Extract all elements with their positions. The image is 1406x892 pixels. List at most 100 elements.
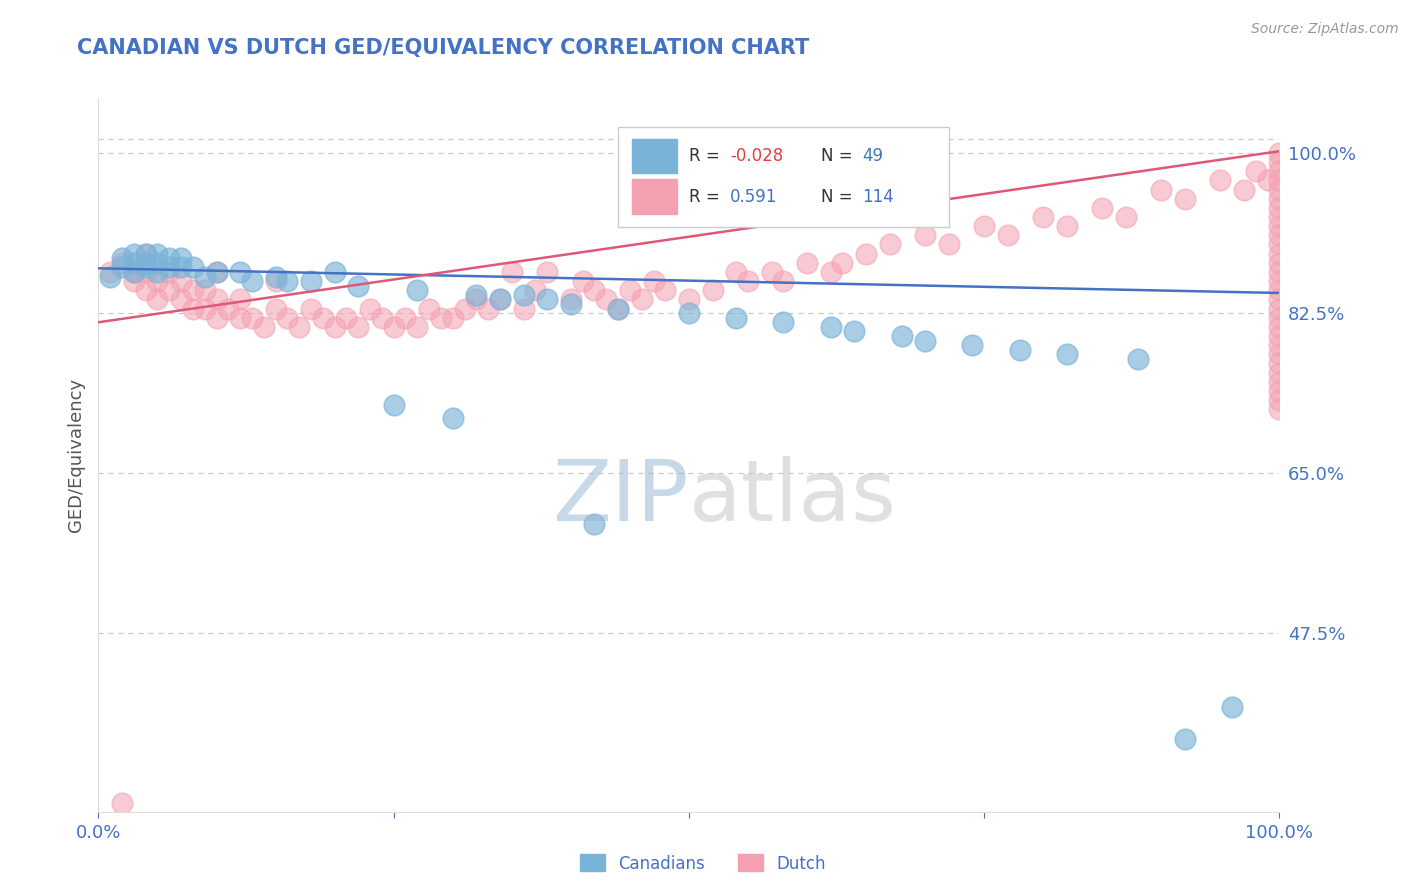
Text: ZIP: ZIP (553, 456, 689, 540)
Point (111, 256, 134, 270)
Point (1268, 319, 1291, 334)
Text: N =: N = (821, 147, 858, 165)
Text: R =: R = (689, 187, 730, 205)
Point (1268, 228, 1291, 243)
Point (844, 325, 866, 339)
Point (619, 283, 641, 297)
Point (453, 301, 475, 316)
Point (725, 265, 748, 279)
Point (643, 274, 665, 288)
Point (1268, 173, 1291, 187)
Point (122, 274, 145, 288)
Point (371, 310, 394, 325)
Point (1268, 347, 1291, 361)
Point (560, 297, 582, 311)
Point (1268, 246, 1291, 260)
Point (1268, 392, 1291, 407)
Point (1268, 375, 1291, 389)
Point (1268, 356, 1291, 370)
Point (1244, 164, 1267, 178)
Point (536, 293, 558, 307)
Point (146, 256, 169, 270)
Point (181, 260, 204, 275)
Point (441, 411, 464, 425)
Point (418, 301, 440, 316)
Point (524, 283, 547, 297)
Text: 49: 49 (862, 147, 883, 165)
Point (560, 293, 582, 307)
Point (1126, 351, 1149, 366)
Point (1174, 192, 1197, 206)
Point (157, 260, 180, 275)
Text: 0.591: 0.591 (730, 187, 778, 205)
Point (264, 301, 287, 316)
Point (772, 274, 794, 288)
Text: 114: 114 (862, 187, 894, 205)
Point (1032, 210, 1054, 224)
Point (702, 283, 724, 297)
Point (170, 251, 193, 265)
Point (1209, 173, 1232, 187)
Point (1268, 155, 1291, 169)
Point (122, 265, 145, 279)
Point (335, 310, 357, 325)
Point (323, 265, 346, 279)
Point (347, 278, 370, 293)
Point (1268, 210, 1291, 224)
Point (170, 293, 193, 307)
Point (1268, 301, 1291, 316)
Text: -0.028: -0.028 (730, 147, 783, 165)
Point (997, 228, 1019, 243)
Point (1115, 210, 1137, 224)
Point (796, 256, 818, 270)
Point (465, 293, 488, 307)
Point (512, 301, 534, 316)
Y-axis label: GED/Equivalency: GED/Equivalency (66, 378, 84, 532)
Point (122, 265, 145, 279)
Point (406, 319, 429, 334)
Point (441, 310, 464, 325)
Point (170, 260, 193, 275)
Point (135, 283, 157, 297)
Point (489, 293, 512, 307)
Point (217, 301, 239, 316)
Point (181, 283, 204, 297)
Point (157, 265, 180, 279)
Point (1268, 366, 1291, 380)
Point (1268, 146, 1291, 161)
Point (288, 319, 311, 334)
Point (157, 251, 180, 265)
Point (962, 338, 984, 352)
Point (1268, 274, 1291, 288)
Point (1268, 310, 1291, 325)
Point (1174, 731, 1197, 746)
Point (146, 246, 169, 260)
Point (607, 301, 630, 316)
Point (1233, 183, 1256, 197)
Point (973, 219, 995, 234)
Point (1220, 699, 1243, 714)
Point (135, 260, 157, 275)
Point (1056, 219, 1078, 234)
Point (1268, 402, 1291, 417)
Point (1268, 183, 1291, 197)
Point (181, 301, 204, 316)
Point (1268, 237, 1291, 252)
Point (1268, 329, 1291, 343)
Point (571, 274, 593, 288)
Point (98, 265, 121, 279)
Point (583, 283, 606, 297)
Point (299, 301, 322, 316)
Point (501, 265, 523, 279)
Point (430, 310, 453, 325)
Point (146, 293, 169, 307)
Point (135, 265, 157, 279)
Text: R =: R = (689, 147, 725, 165)
Point (1091, 201, 1114, 215)
Point (654, 283, 676, 297)
Point (194, 301, 217, 316)
Point (1268, 293, 1291, 307)
Point (111, 260, 134, 275)
Point (382, 398, 405, 412)
Point (229, 310, 252, 325)
